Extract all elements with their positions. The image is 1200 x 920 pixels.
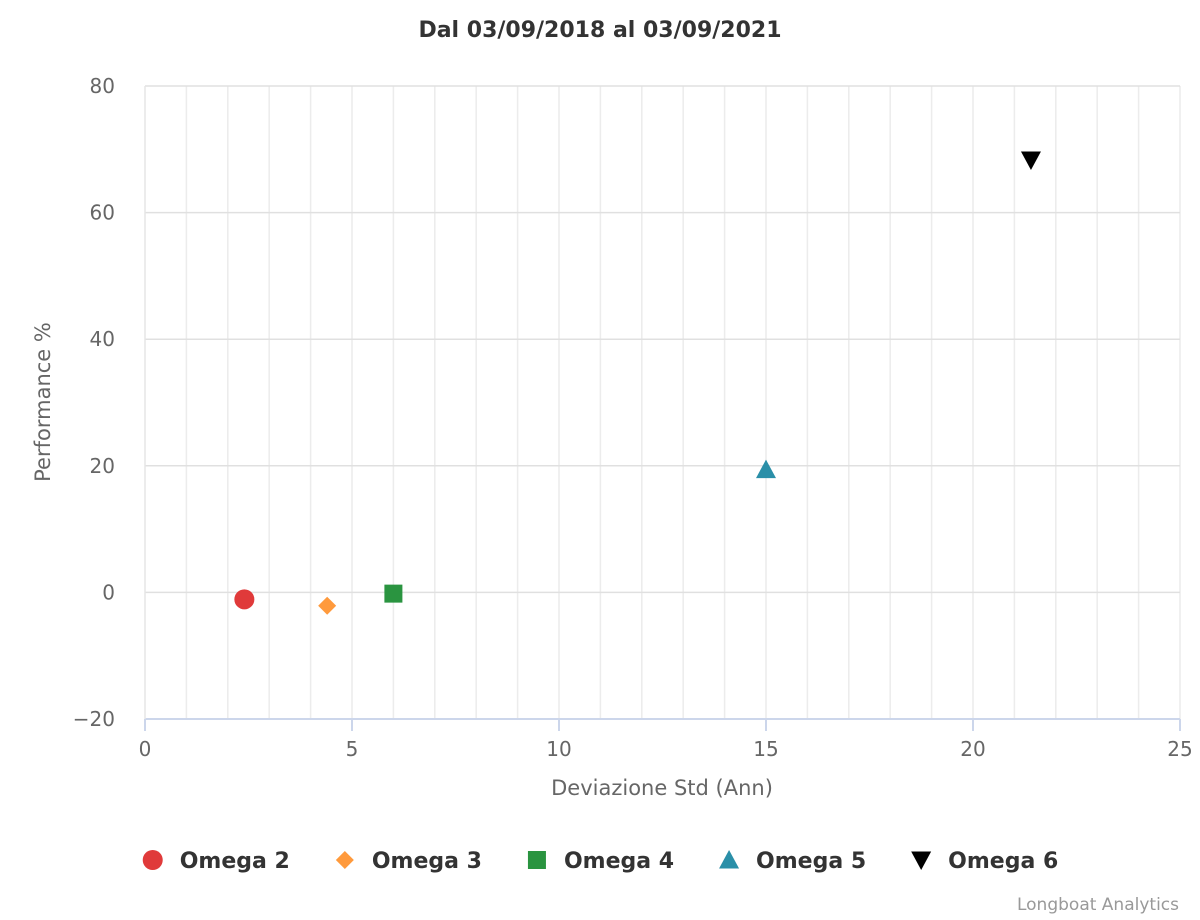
x-tick-label: 15 [753, 737, 778, 761]
x-axis-title: Deviazione Std (Ann) [551, 776, 773, 800]
y-tick-label: 80 [90, 74, 115, 98]
y-axis-title: Performance % [31, 322, 55, 482]
x-tick-label: 0 [139, 737, 152, 761]
data-points [234, 151, 1041, 615]
y-tick-label: 20 [90, 454, 115, 478]
grid-lines [145, 85, 1181, 719]
y-tick-label: 60 [90, 201, 115, 225]
legend-item[interactable]: Omega 6 [911, 849, 1058, 874]
legend-marker-diamond-icon[interactable] [335, 851, 354, 869]
data-point-omega-5[interactable] [756, 459, 776, 479]
y-tick-label: −20 [73, 707, 115, 731]
axes [144, 86, 1181, 731]
legend-marker-triangle-down-icon[interactable] [911, 851, 932, 871]
x-tick-label: 10 [546, 737, 571, 761]
legend-item[interactable]: Omega 5 [719, 849, 866, 874]
legend-label: Omega 3 [372, 849, 482, 874]
legend-marker-circle-icon[interactable] [142, 850, 163, 870]
legend: Omega 2 Omega 3 Omega 4 Omega 5 Omega 6 [142, 849, 1058, 874]
chart-title: Dal 03/09/2018 al 03/09/2021 [418, 18, 781, 43]
data-point-omega-3[interactable] [318, 596, 337, 615]
legend-item[interactable]: Omega 4 [527, 849, 674, 874]
y-tick-label: 0 [102, 580, 115, 604]
data-point-omega-6[interactable] [1020, 151, 1041, 171]
legend-label: Omega 2 [180, 849, 290, 874]
y-tick-label: 40 [90, 327, 115, 351]
legend-item[interactable]: Omega 3 [335, 849, 482, 874]
legend-label: Omega 4 [564, 849, 674, 874]
legend-item[interactable]: Omega 2 [142, 849, 290, 874]
legend-marker-triangle-up-icon[interactable] [719, 850, 740, 869]
data-point-omega-4[interactable] [384, 584, 403, 603]
legend-marker-square-icon[interactable] [527, 851, 546, 869]
legend-label: Omega 5 [756, 849, 866, 874]
tick-labels: 0 5 10 15 20 25 −20 0 20 40 60 80 [73, 74, 1193, 761]
x-tick-label: 25 [1167, 737, 1192, 761]
x-tick-label: 5 [346, 737, 359, 761]
legend-label: Omega 6 [948, 849, 1058, 874]
x-tick-label: 20 [960, 737, 985, 761]
credits-label[interactable]: Longboat Analytics [1017, 895, 1179, 915]
data-point-omega-2[interactable] [234, 589, 255, 610]
